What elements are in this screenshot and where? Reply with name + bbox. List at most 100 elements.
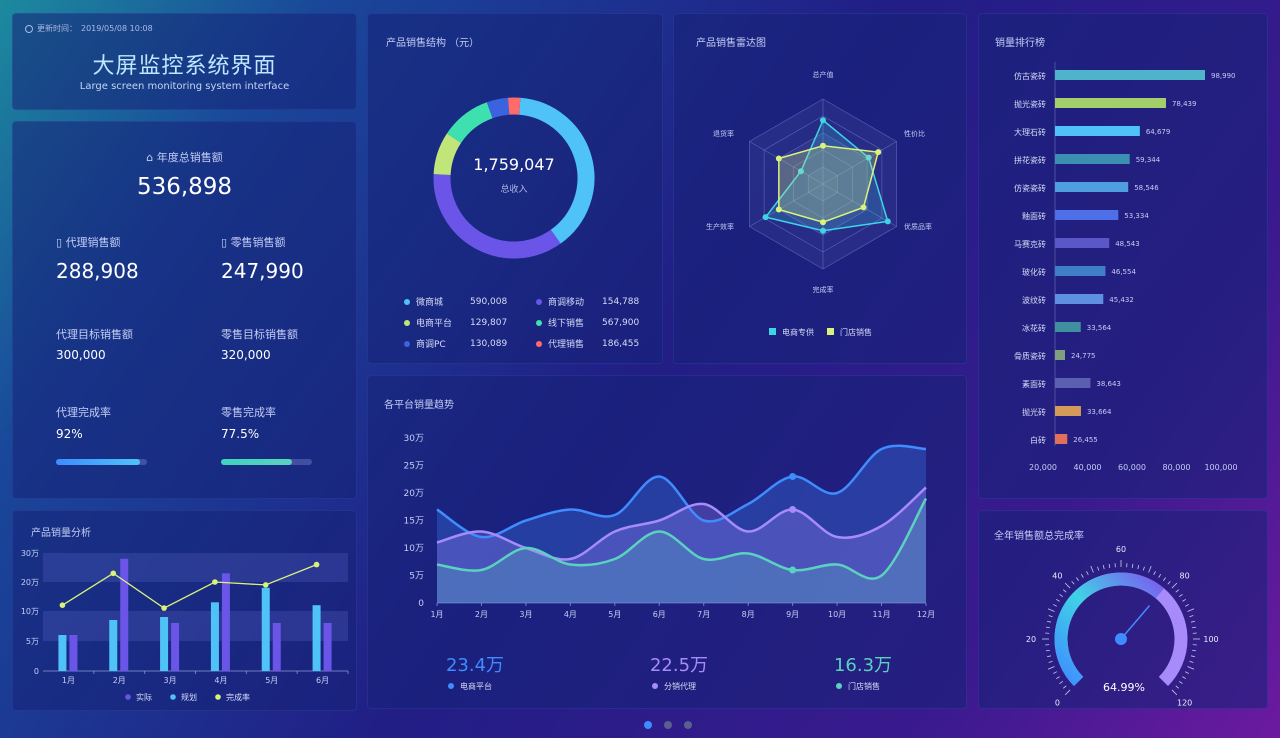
gauge-tick [1076, 577, 1080, 581]
trend-total-dot [836, 683, 842, 689]
agent-sales-value: 288,908 [56, 259, 139, 283]
volume-analysis-panel: 产品销量分析 30万 20万 10万 5万 0 1月 2月 3月 4月 5月 6月 实际 规划 完成率 [12, 510, 357, 711]
sales-summary-panel: ⌂ 年度总销售额 536,898 ▯ 代理销售额 288,908 ▯ 零售销售额… [12, 121, 357, 499]
trend-y-tick: 20万 [404, 489, 424, 499]
trend-total-dot [652, 683, 658, 689]
radar-axis-label: 完成率 [813, 285, 834, 294]
gauge-tick [1184, 604, 1189, 607]
radar-point [875, 149, 882, 156]
radar-point [797, 168, 804, 175]
gauge-tick [1167, 580, 1171, 585]
structure-legend-item[interactable]: 线下销售 567,900 [536, 316, 639, 329]
gauge-tick [1047, 608, 1055, 612]
ranking-label: 拼花瓷砖 [1014, 155, 1046, 165]
retail-rate-fill [221, 459, 292, 465]
gauge-tick [1184, 671, 1189, 674]
gauge-tick [1055, 676, 1060, 680]
trend-total-label: 电商平台 [460, 681, 492, 691]
radar-grid-ring [763, 115, 883, 253]
trend-x-tick: 11月 [872, 610, 890, 619]
page-dot-2[interactable] [664, 721, 672, 729]
gauge-tick [1148, 565, 1152, 573]
ranking-value: 48,543 [1115, 240, 1140, 248]
trend-y-tick: 30万 [404, 434, 424, 444]
ranking-label: 大理石砖 [1014, 127, 1046, 137]
retail-target-value: 320,000 [221, 348, 271, 362]
legend-value: 567,900 [602, 317, 640, 328]
ranking-chart: 仿古瓷砖 98,990 抛光瓷砖 78,439 大理石砖 64,679 拼花瓷砖 59,344… [1014, 62, 1238, 472]
gauge-tick [1108, 563, 1111, 568]
gauge-tick [1047, 620, 1052, 623]
ranking-label: 素面砖 [1022, 379, 1046, 389]
volume-actual-bar [221, 573, 230, 671]
legend-dot [404, 298, 410, 305]
trend-total-label: 分销代理 [664, 681, 696, 691]
legend-name: 代理销售 [548, 340, 585, 350]
gauge-tick [1059, 594, 1063, 598]
volume-y-tick: 10万 [21, 607, 39, 616]
radar-legend-swatch [827, 328, 834, 335]
annual-sales-label-row: ⌂ 年度总销售额 [13, 149, 356, 165]
legend-name: 微商城 [416, 298, 444, 308]
page-dot-3[interactable] [684, 721, 692, 729]
retail-sales-value: 247,990 [221, 259, 304, 283]
trend-line-1 [436, 486, 927, 561]
ranking-label: 冰花砖 [1022, 323, 1046, 333]
gauge-tick [1086, 571, 1089, 576]
ranking-label: 抛光砖 [1022, 407, 1046, 417]
legend-name: 线下销售 [548, 319, 585, 329]
update-time: 更新时间： 2019/05/08 10:08 [25, 23, 153, 34]
structure-panel: 产品销售结构 （元） 1,759,047 总收入 微商城 590,008 商调移动 1… [367, 13, 663, 364]
structure-legend-item[interactable]: 商调移动 154,788 [536, 295, 639, 308]
ranking-label: 釉面砖 [1022, 211, 1046, 221]
gauge-tick [1175, 589, 1180, 593]
volume-y-tick: 0 [34, 667, 39, 676]
gauge-tick [1059, 680, 1063, 684]
donut-slice-商调PC [486, 97, 510, 119]
trend-x-tick: 2月 [475, 610, 488, 619]
gauge-value: 64.99% [1103, 681, 1145, 694]
trend-line-0 [436, 444, 927, 539]
structure-title: 产品销售结构 （元） [386, 38, 480, 49]
radar-grid-ring [749, 98, 897, 270]
ranking-bar [1055, 210, 1119, 220]
trend-total-dot [448, 683, 454, 689]
gauge-tick [1179, 680, 1183, 684]
gauge-tick [1053, 671, 1058, 674]
trend-x-tick: 5月 [608, 610, 621, 619]
gauge-tick-label: 80 [1180, 571, 1190, 580]
ranking-label: 波纹砖 [1022, 295, 1046, 305]
gauge-tick [1171, 582, 1178, 589]
trend-area-0 [437, 445, 926, 603]
ranking-value: 59,344 [1136, 156, 1161, 164]
gauge-tick [1048, 615, 1053, 618]
bookmark-icon: ▯ [56, 236, 63, 249]
ranking-label: 仿古瓷砖 [1014, 71, 1046, 81]
radar-legend-label: 门店销售 [840, 327, 872, 337]
structure-legend-item[interactable]: 商调PC 130,089 [404, 337, 507, 350]
volume-band [43, 553, 348, 582]
radar-axis-label: 性价比 [904, 129, 925, 138]
volume-x-tick: 2月 [113, 676, 126, 685]
structure-legend-item[interactable]: 电商平台 129,807 [404, 316, 507, 329]
gauge-hub [1115, 633, 1127, 645]
ranking-value: 78,439 [1172, 100, 1197, 108]
retail-rate-bar [221, 459, 312, 465]
gauge-tick [1162, 577, 1166, 581]
volume-x-tick: 1月 [62, 676, 75, 685]
structure-legend-item[interactable]: 微商城 590,008 [404, 295, 507, 308]
donut-slice-线下销售 [446, 102, 493, 144]
gauge-tick [1090, 565, 1094, 573]
structure-legend-item[interactable]: 代理销售 186,455 [536, 337, 639, 350]
volume-x-tick: 5月 [265, 676, 278, 685]
donut-slice-商调移动 [433, 174, 561, 259]
trend-y-tick: 5万 [409, 572, 424, 582]
page-dot-1[interactable] [644, 721, 652, 729]
legend-dot [404, 319, 410, 326]
volume-rate-point [262, 582, 269, 588]
radar-axis-line [749, 141, 824, 185]
gauge-tick [1179, 594, 1183, 598]
volume-rate-point [59, 602, 66, 608]
volume-x-tick: 3月 [164, 676, 177, 685]
